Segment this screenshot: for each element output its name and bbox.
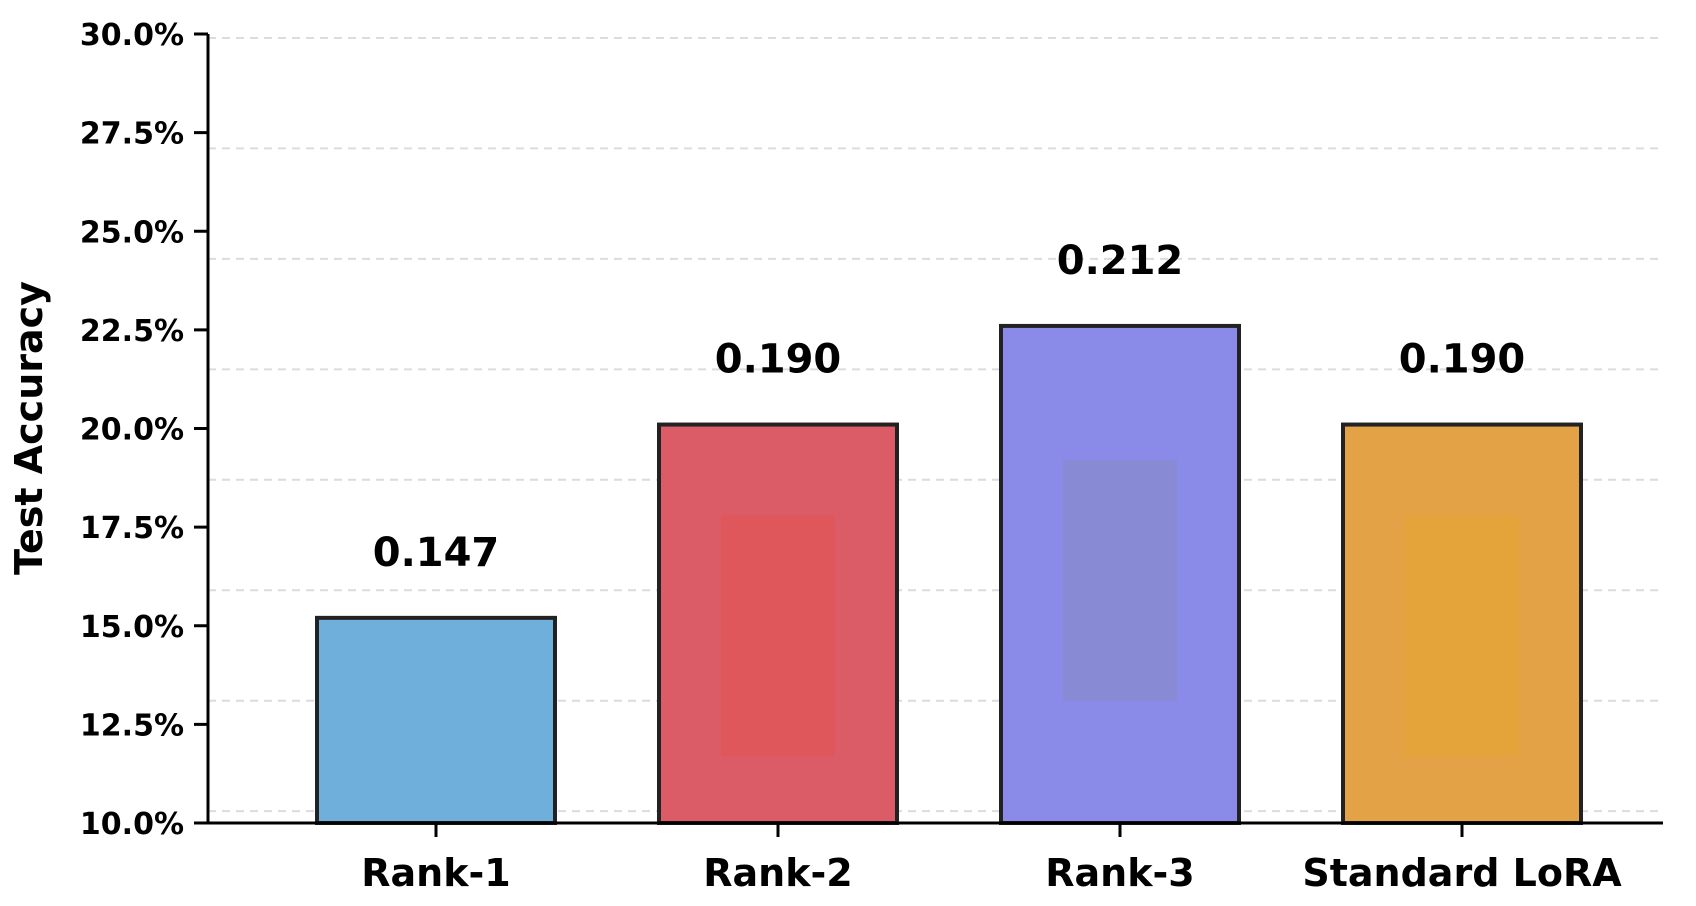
y-tick-label: 17.5% bbox=[80, 511, 184, 546]
x-tick-label: Rank-3 bbox=[1045, 851, 1194, 895]
y-tick-label: 25.0% bbox=[80, 215, 184, 250]
x-tick-label: Rank-2 bbox=[703, 851, 852, 895]
bar-inner-range bbox=[1063, 460, 1177, 701]
x-tick-label: Rank-1 bbox=[361, 851, 510, 895]
x-tick-label: Standard LoRA bbox=[1302, 851, 1622, 895]
x-ticks: Rank-1 Rank-2 Rank-3 Standard LoRA bbox=[361, 823, 1622, 895]
bar-inner-range bbox=[721, 515, 835, 756]
y-tick-label: 27.5% bbox=[80, 117, 184, 152]
value-labels: 0.147 0.190 0.212 0.190 bbox=[373, 238, 1526, 576]
y-axis-title: Test Accuracy bbox=[7, 281, 51, 575]
bar-inner-range bbox=[1405, 515, 1519, 756]
bar-value-label: 0.190 bbox=[715, 337, 842, 383]
y-tick-label: 12.5% bbox=[80, 708, 184, 743]
y-tick-label: 15.0% bbox=[80, 610, 184, 645]
y-tick-label: 10.0% bbox=[80, 807, 184, 842]
bar-rank-1 bbox=[315, 615, 557, 825]
bars bbox=[315, 323, 1583, 825]
y-tick-label: 20.0% bbox=[80, 413, 184, 448]
bar-value-label: 0.212 bbox=[1057, 238, 1184, 284]
bar-value-label: 0.147 bbox=[373, 530, 500, 576]
bar-value-label: 0.190 bbox=[1399, 337, 1526, 383]
y-ticks: 10.0% 12.5% 15.0% 17.5% 20.0% 22.5% 25.0% 27.5%… bbox=[80, 18, 208, 842]
y-tick-label: 22.5% bbox=[80, 314, 184, 349]
y-tick-label: 30.0% bbox=[80, 18, 184, 53]
